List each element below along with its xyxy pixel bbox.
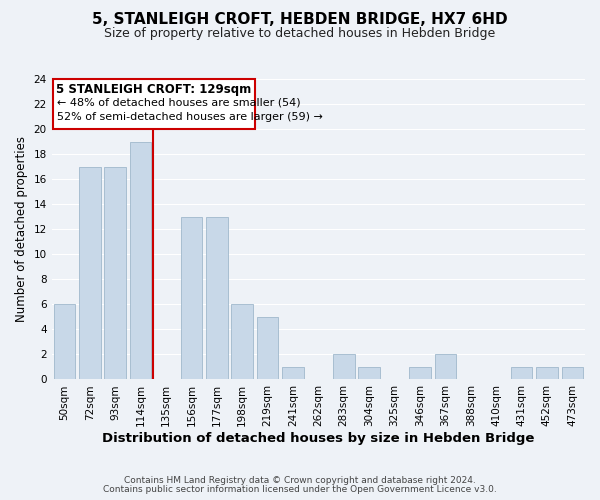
Bar [358,367,380,380]
Bar [536,367,557,380]
Bar [130,142,151,380]
FancyBboxPatch shape [53,79,255,129]
Bar [562,367,583,380]
Bar [257,317,278,380]
Text: Contains public sector information licensed under the Open Government Licence v3: Contains public sector information licen… [103,485,497,494]
Bar [434,354,456,380]
Text: Size of property relative to detached houses in Hebden Bridge: Size of property relative to detached ho… [104,28,496,40]
Bar [282,367,304,380]
Bar [181,216,202,380]
Text: 52% of semi-detached houses are larger (59) →: 52% of semi-detached houses are larger (… [57,112,323,122]
Bar [79,166,101,380]
Bar [511,367,532,380]
Bar [206,216,227,380]
Text: ← 48% of detached houses are smaller (54): ← 48% of detached houses are smaller (54… [57,98,301,108]
Y-axis label: Number of detached properties: Number of detached properties [15,136,28,322]
Bar [53,304,75,380]
Text: 5, STANLEIGH CROFT, HEBDEN BRIDGE, HX7 6HD: 5, STANLEIGH CROFT, HEBDEN BRIDGE, HX7 6… [92,12,508,28]
Text: Contains HM Land Registry data © Crown copyright and database right 2024.: Contains HM Land Registry data © Crown c… [124,476,476,485]
Bar [333,354,355,380]
Text: 5 STANLEIGH CROFT: 129sqm: 5 STANLEIGH CROFT: 129sqm [56,82,251,96]
Bar [104,166,126,380]
Bar [232,304,253,380]
X-axis label: Distribution of detached houses by size in Hebden Bridge: Distribution of detached houses by size … [102,432,535,445]
Bar [409,367,431,380]
